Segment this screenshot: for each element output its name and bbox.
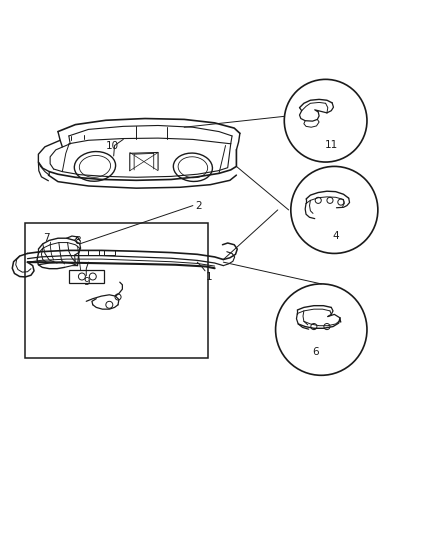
Text: 8: 8	[74, 236, 81, 246]
Text: 1: 1	[206, 272, 212, 282]
Bar	[25, 223, 208, 358]
Text: 6: 6	[312, 347, 319, 357]
Bar	[104, 251, 115, 255]
Text: 7: 7	[42, 233, 49, 244]
Text: 4: 4	[332, 231, 339, 241]
Bar	[69, 270, 104, 283]
Text: 9: 9	[83, 277, 89, 287]
Text: 11: 11	[325, 140, 338, 150]
Text: 2: 2	[195, 200, 201, 211]
Bar	[88, 251, 99, 255]
Text: 10: 10	[106, 141, 119, 151]
